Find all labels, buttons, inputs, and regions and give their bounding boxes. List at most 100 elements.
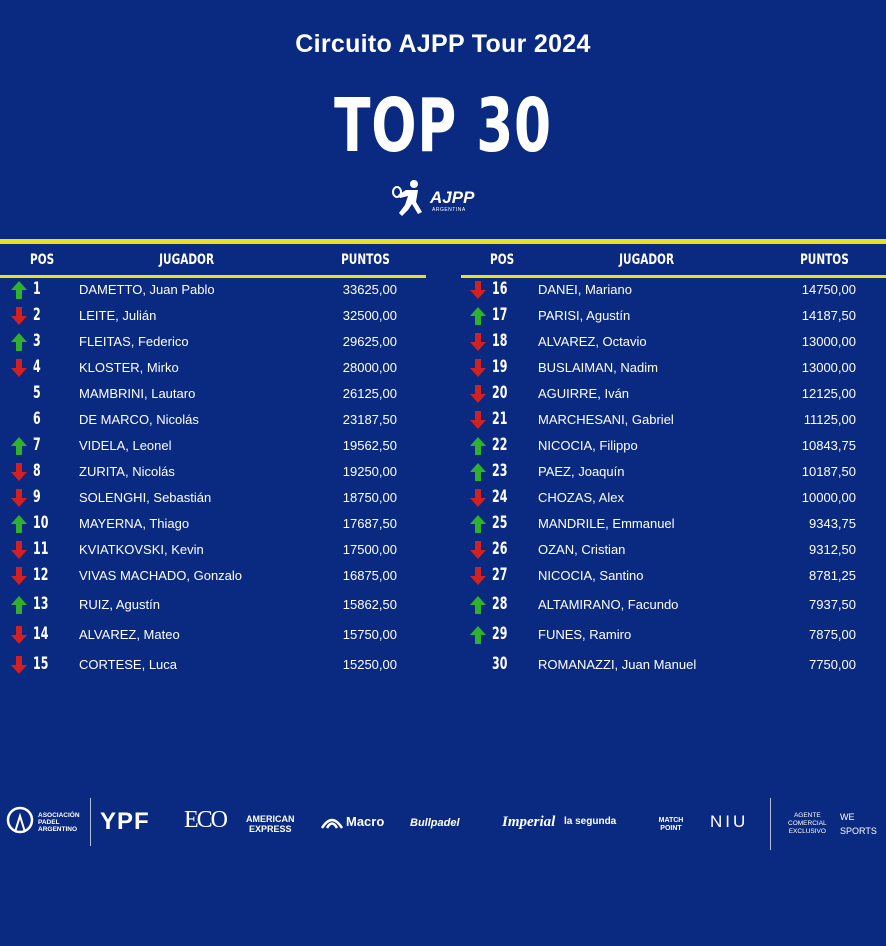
player-name: LEITE, Julián [79, 308, 157, 323]
arrow-up-icon [470, 463, 486, 481]
header-pos-right: POS [490, 252, 515, 268]
ajpp-logo: AJPP ARGENTINA [392, 178, 502, 222]
player-points: 10187,50 [801, 464, 856, 479]
ranking-row: 29 FUNES, Ramiro 7875,00 [459, 623, 886, 649]
arrow-up-icon [11, 333, 27, 351]
player-points: 9312,50 [809, 542, 856, 557]
arrow-up-icon [11, 281, 27, 299]
ranking-position: 11 [33, 539, 49, 559]
ranking-position: 26 [492, 539, 508, 559]
player-points: 19250,00 [342, 464, 397, 479]
player-points: 33625,00 [342, 282, 397, 297]
player-name: BUSLAIMAN, Nadim [538, 360, 658, 375]
ranking-row: 15 CORTESE, Luca 15250,00 [0, 653, 427, 679]
sponsor-macro: Macro [346, 814, 385, 829]
ranking-row: 3 FLEITAS, Federico 29625,00 [0, 330, 427, 356]
arrow-up-icon [470, 626, 486, 644]
ranking-position: 6 [33, 409, 41, 429]
ranking-row: 12 VIVAS MACHADO, Gonzalo 16875,00 [0, 564, 427, 590]
page-title: Circuito AJPP Tour 2024 [295, 30, 591, 58]
ranking-position: 20 [492, 383, 508, 403]
ranking-position: 29 [492, 624, 508, 644]
player-name: MAYERNA, Thiago [79, 516, 190, 531]
top-label: TOP 30 [334, 83, 552, 169]
arrow-down-icon [470, 333, 486, 351]
sponsor-bullpadel: Bullpadel [410, 817, 460, 829]
sponsor-niu: NIU [710, 812, 749, 831]
player-points: 14750,00 [801, 282, 856, 297]
ranking-row: 21 MARCHESANI, Gabriel 11125,00 [459, 408, 886, 434]
sponsor-separator-2 [770, 798, 771, 850]
ranking-row: 9 SOLENGHI, Sebastián 18750,00 [0, 486, 427, 512]
player-name: DANEI, Mariano [538, 282, 632, 297]
player-name: PAEZ, Joaquín [538, 464, 625, 479]
arrow-up-icon [11, 515, 27, 533]
sponsor-separator [90, 798, 91, 846]
ranking-position: 22 [492, 435, 508, 455]
arrow-up-icon [11, 596, 27, 614]
ranking-position: 3 [33, 331, 41, 351]
player-name: KVIATKOVSKI, Kevin [79, 542, 204, 557]
player-points: 13000,00 [801, 334, 856, 349]
player-points: 14187,50 [801, 308, 856, 323]
ranking-position: 21 [492, 409, 508, 429]
player-name: PARISI, Agustín [538, 308, 631, 323]
player-name: CORTESE, Luca [79, 657, 178, 672]
ranking-position: 13 [33, 594, 49, 614]
player-points: 7750,00 [809, 657, 856, 672]
arrow-up-icon [470, 437, 486, 455]
player-points: 15250,00 [342, 657, 397, 672]
player-points: 23187,50 [342, 412, 397, 427]
ranking-row: 6 DE MARCO, Nicolás 23187,50 [0, 408, 427, 434]
player-name: DE MARCO, Nicolás [79, 412, 199, 427]
sponsors-bar: ASOCIACIÓN PADEL ARGENTINO YPF ECO AMERI… [0, 790, 886, 860]
ranking-row: 13 RUIZ, Agustín 15862,50 [0, 593, 427, 619]
sponsor-ypf: YPF [100, 808, 150, 835]
ranking-row: 11 KVIATKOVSKI, Kevin 17500,00 [0, 538, 427, 564]
ranking-row: 27 NICOCIA, Santino 8781,25 [459, 564, 886, 590]
ranking-position: 7 [33, 435, 41, 455]
header-underline-right [461, 275, 886, 278]
player-name: SOLENGHI, Sebastián [79, 490, 212, 505]
ranking-position: 9 [33, 487, 41, 507]
player-points: 15750,00 [342, 627, 397, 642]
ranking-position: 23 [492, 461, 508, 481]
sponsor-apa: ASOCIACIÓN PADEL ARGENTINO [38, 812, 80, 833]
header-player-right: JUGADOR [619, 252, 675, 268]
player-name: RUIZ, Agustín [79, 597, 160, 612]
player-name: MANDRILE, Emmanuel [538, 516, 675, 531]
arrow-down-icon [470, 281, 486, 299]
player-name: AGUIRRE, Iván [538, 386, 630, 401]
ranking-position: 30 [492, 654, 508, 674]
player-name: NICOCIA, Filippo [538, 438, 638, 453]
arrow-down-icon [11, 656, 27, 674]
ranking-row: 1 DAMETTO, Juan Pablo 33625,00 [0, 278, 427, 304]
sponsor-imperial: Imperial [502, 814, 556, 830]
ranking-position: 18 [492, 331, 508, 351]
player-points: 28000,00 [342, 360, 397, 375]
player-name: NICOCIA, Santino [538, 568, 644, 583]
sponsor-agente: AGENTE COMERCIAL EXCLUSIVO [788, 812, 827, 835]
player-name: VIDELA, Leonel [79, 438, 172, 453]
ranking-row: 26 OZAN, Cristian 9312,50 [459, 538, 886, 564]
player-points: 11125,00 [803, 412, 856, 427]
player-points: 29625,00 [342, 334, 397, 349]
ranking-position: 16 [492, 279, 508, 299]
header-pos-left: POS [30, 252, 55, 268]
ranking-row: 28 ALTAMIRANO, Facundo 7937,50 [459, 593, 886, 619]
ranking-position: 5 [33, 383, 41, 403]
player-name: ROMANAZZI, Juan Manuel [538, 657, 697, 672]
header-underline-left [0, 275, 426, 278]
divider-line [0, 239, 886, 244]
arrow-up-icon [470, 596, 486, 614]
sponsor-la-segunda: la segunda [564, 816, 617, 827]
sponsor-we-sports: WE SPORTS [840, 812, 877, 836]
player-name: ALTAMIRANO, Facundo [538, 597, 679, 612]
apa-logo-icon [6, 806, 34, 834]
arrow-down-icon [11, 359, 27, 377]
ranking-row: 2 LEITE, Julián 32500,00 [0, 304, 427, 330]
ranking-position: 19 [492, 357, 508, 377]
header-points-right: PUNTOS [800, 252, 849, 268]
arrow-down-icon [11, 463, 27, 481]
player-points: 15862,50 [342, 597, 397, 612]
